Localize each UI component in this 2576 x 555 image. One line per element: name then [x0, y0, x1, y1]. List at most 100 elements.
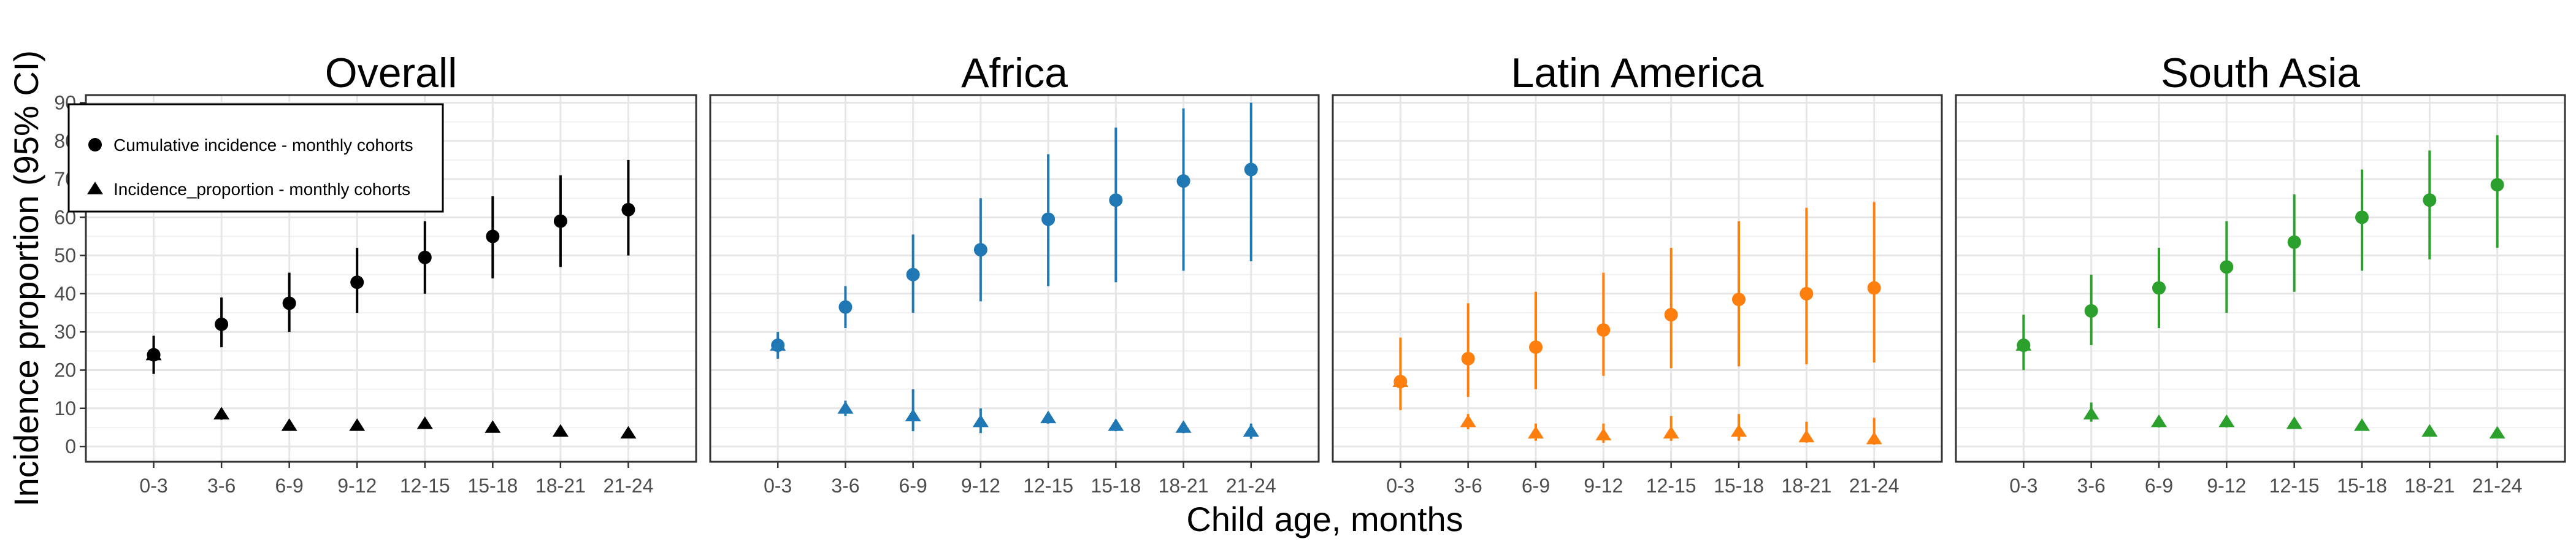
data-point-triangle [281, 418, 297, 431]
data-point-triangle [2421, 424, 2438, 437]
data-point-triangle [1595, 427, 1612, 441]
data-point-triangle [2151, 414, 2167, 427]
data-point-circle [282, 296, 296, 310]
panel-south-asia: 0-3 3-6 6-9 9-12 12-15 15-18 18-21 21-24 South A… [1955, 50, 2566, 497]
data-point-circle [838, 300, 853, 314]
panel-background [1333, 95, 1942, 462]
x-tick-label: 6-9 [2145, 475, 2173, 497]
x-tick-label: 12-15 [2269, 475, 2320, 497]
data-point-triangle [416, 416, 433, 429]
panel-title: Overall [325, 50, 457, 96]
panel-latin-america: 0-3 3-6 6-9 9-12 12-15 15-18 18-21 21-24 Latin A… [1332, 50, 1943, 497]
data-point-triangle [1175, 420, 1192, 433]
data-point-triangle [972, 414, 989, 427]
data-point-triangle [2083, 407, 2099, 419]
x-tick-label: 9-12 [1584, 475, 1623, 497]
data-point-triangle [1528, 426, 1544, 439]
data-point-circle [350, 275, 364, 289]
data-point-circle [2490, 178, 2504, 192]
panel-background [1956, 95, 2565, 462]
data-point-triangle [1663, 426, 1679, 439]
x-tick-label: 6-9 [1522, 475, 1550, 497]
data-point-triangle [2015, 338, 2032, 351]
data-point-circle [2355, 210, 2369, 224]
data-point-triangle [620, 426, 637, 439]
data-point-circle [906, 267, 920, 281]
data-point-circle [1800, 286, 1814, 300]
x-tick-label: 3-6 [2077, 475, 2106, 497]
panel-border [1955, 94, 2566, 463]
data-point-circle [1176, 174, 1190, 188]
x-tick-label: 15-18 [467, 475, 518, 497]
x-tick-label: 15-18 [1091, 475, 1141, 497]
data-point-circle [2287, 235, 2301, 249]
data-point-triangle [1731, 424, 1747, 437]
data-point-circle [2152, 281, 2166, 295]
panel-title: Africa [961, 50, 1068, 96]
data-point-circle [1664, 308, 1678, 322]
data-point-triangle [837, 401, 854, 414]
legend-label: Incidence_proportion - monthly cohorts [113, 180, 410, 199]
legend-circle-icon [88, 138, 102, 151]
x-tick-label: 0-3 [2009, 475, 2037, 497]
x-tick-label: 0-3 [139, 475, 167, 497]
data-point-circle [1461, 351, 1475, 366]
data-point-triangle [485, 420, 501, 433]
data-point-triangle [552, 424, 569, 437]
data-point-circle [973, 243, 987, 257]
data-point-circle [1041, 212, 1056, 226]
x-tick-label: 21-24 [604, 475, 654, 497]
x-tick-label: 18-21 [1781, 475, 1831, 497]
data-point-circle [1244, 163, 1258, 177]
data-point-circle [1732, 293, 1746, 307]
panel-border [709, 94, 1320, 463]
x-tick-label: 21-24 [1226, 475, 1276, 497]
panel-background [710, 95, 1319, 462]
x-tick-label: 3-6 [831, 475, 859, 497]
legend-box [67, 103, 444, 213]
x-tick-label: 18-21 [1159, 475, 1209, 497]
data-point-triangle [770, 338, 786, 351]
data-point-triangle [905, 408, 921, 422]
legend-triangle-icon [87, 182, 103, 194]
x-tick-label: 12-15 [1023, 475, 1073, 497]
x-tick-label: 6-9 [275, 475, 304, 497]
data-point-triangle [2286, 416, 2302, 429]
x-tick-label: 18-21 [2404, 475, 2455, 497]
y-tick-label: 30 [54, 321, 76, 343]
x-axis-title: Child age, months [1186, 500, 1463, 538]
x-tick-label: 12-15 [1646, 475, 1696, 497]
data-point-circle [2423, 193, 2437, 207]
panel-africa: 0-3 3-6 6-9 9-12 12-15 15-18 18-21 21-24 Africa [709, 50, 1320, 497]
data-point-triangle [2354, 418, 2370, 431]
x-tick-label: 9-12 [961, 475, 1000, 497]
data-point-triangle [2218, 414, 2235, 427]
data-point-circle [418, 250, 432, 264]
data-point-circle [1529, 340, 1543, 354]
panel-title: Latin America [1511, 50, 1764, 96]
y-axis-title: Incidence proportion (95% CI) [7, 50, 45, 507]
data-point-triangle [1460, 414, 1476, 427]
data-point-triangle [1040, 410, 1057, 424]
data-point-triangle [1392, 374, 1409, 387]
x-tick-label: 0-3 [764, 475, 792, 497]
x-tick-label: 3-6 [207, 475, 236, 497]
x-tick-label: 15-18 [2337, 475, 2387, 497]
x-tick-label: 12-15 [400, 475, 450, 497]
data-point-circle [1867, 281, 1881, 295]
data-point-triangle [213, 407, 230, 419]
panel-border [1332, 94, 1943, 463]
x-tick-label: 6-9 [899, 475, 927, 497]
x-tick-label: 21-24 [1849, 475, 1899, 497]
data-point-circle [2220, 260, 2234, 274]
x-tick-label: 21-24 [2472, 475, 2523, 497]
x-tick-label: 3-6 [1454, 475, 1482, 497]
x-tick-label: 0-3 [1386, 475, 1414, 497]
x-tick-label: 15-18 [1714, 475, 1764, 497]
data-point-triangle [145, 347, 162, 361]
data-point-circle [215, 317, 229, 331]
x-tick-label: 9-12 [337, 475, 377, 497]
data-point-triangle [1798, 429, 1815, 443]
